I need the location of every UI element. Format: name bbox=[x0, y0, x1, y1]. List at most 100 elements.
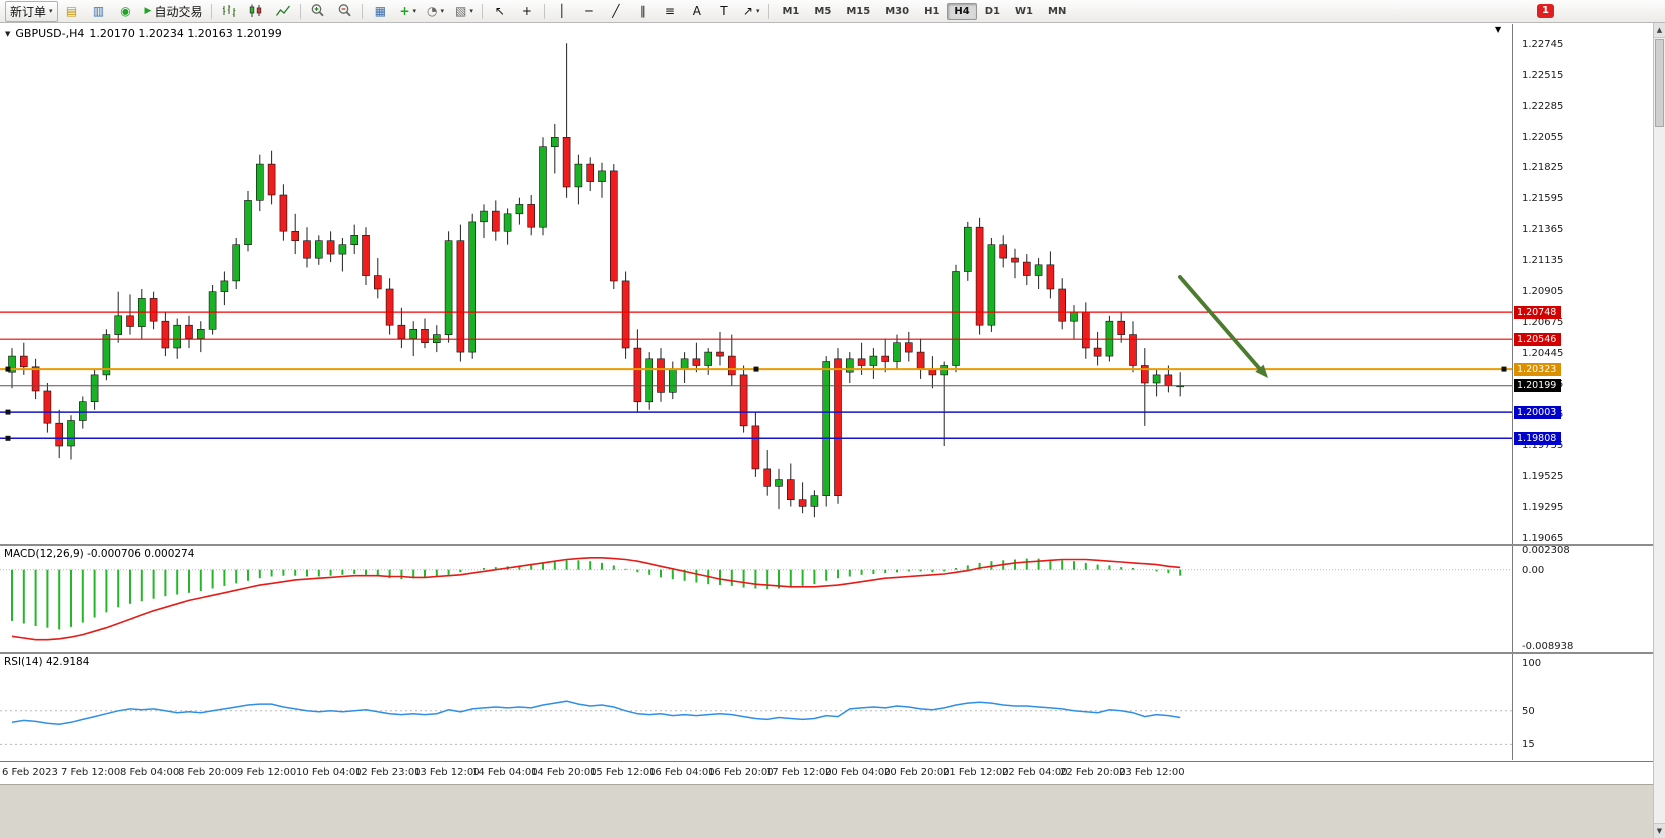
arrows-icon: ↗ bbox=[742, 4, 753, 18]
auto-trading-button[interactable]: ▶ 自动交易 bbox=[140, 1, 208, 22]
fibonacci-tool-button[interactable]: ≡ bbox=[664, 4, 675, 18]
timeframe-button-m5[interactable]: M5 bbox=[814, 5, 832, 17]
timeframes-dropdown-button[interactable]: ◔ ▾ bbox=[422, 1, 449, 22]
price-axis-label: 1.22515 bbox=[1522, 70, 1564, 81]
ohlc-values-label: 1.20170 1.20234 1.20163 1.20199 bbox=[89, 27, 282, 40]
price-axis-label: 1.20675 bbox=[1522, 317, 1564, 328]
panel-splitter[interactable] bbox=[0, 544, 1653, 546]
timeframes-caret-icon: ▾ bbox=[440, 7, 445, 15]
add-chart-button[interactable]: + ▾ bbox=[394, 1, 421, 22]
arrow-annotation[interactable] bbox=[1178, 275, 1261, 370]
timeframe-button-mn[interactable]: MN bbox=[1048, 5, 1067, 17]
timeframe-button-h1[interactable]: H1 bbox=[924, 5, 940, 17]
line-handle[interactable] bbox=[5, 435, 11, 441]
channel-tool-button[interactable]: ∥ bbox=[639, 4, 646, 18]
timeframe-button-w1[interactable]: W1 bbox=[1015, 5, 1033, 17]
time-axis-label: 8 Feb 04:00 bbox=[120, 767, 180, 778]
line-handle[interactable] bbox=[753, 366, 759, 372]
rsi-label: RSI(14) 42.9184 bbox=[4, 656, 90, 668]
line-handle[interactable] bbox=[1501, 366, 1507, 372]
timeframe-button-m15[interactable]: M15 bbox=[846, 5, 871, 17]
time-axis-label: 16 Feb 20:00 bbox=[708, 767, 774, 778]
time-axis-label: 12 Feb 23:00 bbox=[355, 767, 421, 778]
scrollbar-thumb[interactable] bbox=[1655, 39, 1664, 127]
time-axis-label: 7 Feb 12:00 bbox=[61, 767, 121, 778]
macd-canvas[interactable] bbox=[0, 546, 1512, 652]
clock-icon: ◔ bbox=[427, 4, 438, 18]
line-handle[interactable] bbox=[5, 366, 11, 372]
scroll-down-button[interactable]: ▼ bbox=[1654, 823, 1665, 838]
time-axis-label: 21 Feb 12:00 bbox=[943, 767, 1009, 778]
panel-splitter[interactable] bbox=[0, 652, 1653, 654]
bar-chart-button[interactable] bbox=[216, 1, 242, 22]
text-tool-button[interactable]: A bbox=[692, 4, 702, 18]
time-axis-label: 20 Feb 04:00 bbox=[825, 767, 891, 778]
arrows-tool-button[interactable]: ↗ ▾ bbox=[738, 1, 765, 22]
zoom-in-button[interactable] bbox=[305, 1, 331, 22]
price-axis-label: 1.19525 bbox=[1522, 471, 1564, 482]
rsi-canvas[interactable] bbox=[0, 654, 1512, 760]
chart-area: ▼ GBPUSD-,H4 1.20170 1.20234 1.20163 1.2… bbox=[0, 23, 1653, 838]
scroll-up-button[interactable]: ▲ bbox=[1654, 23, 1665, 38]
cursor-button[interactable]: ↖ bbox=[494, 4, 505, 18]
candlestick-chart-button[interactable] bbox=[243, 1, 269, 22]
time-axis-label: 10 Feb 04:00 bbox=[296, 767, 362, 778]
macd-axis[interactable]: 0.002308 0.00 -0.008938 bbox=[1512, 545, 1653, 652]
new-order-caret-icon: ▾ bbox=[49, 7, 53, 15]
main-chart-canvas[interactable] bbox=[0, 24, 1512, 544]
symbol-period-label: GBPUSD-,H4 bbox=[15, 27, 85, 40]
notification-badge[interactable]: 1 bbox=[1537, 4, 1554, 18]
time-axis-label: 14 Feb 20:00 bbox=[531, 767, 597, 778]
coins-icon[interactable]: ▤ bbox=[65, 4, 78, 18]
time-axis-label: 22 Feb 04:00 bbox=[1002, 767, 1068, 778]
vertical-scrollbar[interactable]: ▲ ▼ bbox=[1653, 23, 1665, 838]
time-axis-label: 14 Feb 04:00 bbox=[472, 767, 538, 778]
line-chart-icon bbox=[276, 5, 291, 16]
rsi-line bbox=[11, 700, 1181, 725]
main-chart-panel: ▼ GBPUSD-,H4 1.20170 1.20234 1.20163 1.2… bbox=[0, 24, 1653, 544]
price-axis-label: 1.21825 bbox=[1522, 162, 1564, 173]
current-price-badge: 1.20199 bbox=[1514, 379, 1561, 392]
line-handle[interactable] bbox=[5, 409, 11, 415]
rsi-axis[interactable]: 100 50 15 bbox=[1512, 654, 1653, 760]
timeframe-button-m1[interactable]: M1 bbox=[782, 5, 800, 17]
toolbar-separator bbox=[543, 3, 545, 19]
templates-dropdown-button[interactable]: ▧ ▾ bbox=[450, 1, 478, 22]
add-chart-icon: + bbox=[399, 4, 410, 18]
price-axis-label: 1.21365 bbox=[1522, 224, 1564, 235]
rsi-axis-label: 15 bbox=[1522, 739, 1535, 750]
trendline-tool-button[interactable]: ╱ bbox=[612, 4, 620, 18]
tile-windows-button[interactable]: ▦ bbox=[374, 4, 387, 18]
macd-label: MACD(12,26,9) -0.000706 0.000274 bbox=[4, 548, 195, 560]
time-axis[interactable]: 6 Feb 2023 7 Feb 12:00 8 Feb 04:00 8 Feb 20… bbox=[0, 761, 1653, 783]
headset-icon[interactable]: ◉ bbox=[120, 4, 131, 18]
chart-shift-marker-icon[interactable]: ▼ bbox=[1495, 25, 1502, 34]
line-chart-button[interactable] bbox=[270, 1, 296, 22]
label-tool-button[interactable]: T bbox=[720, 4, 728, 18]
new-order-button[interactable]: 新订单 ▾ bbox=[5, 0, 58, 22]
time-axis-label: 20 Feb 20:00 bbox=[884, 767, 950, 778]
timeframe-buttons: M1 M5 M15 M30 H1 H4 D1 W1 MN bbox=[775, 2, 1073, 20]
toolbar-separator bbox=[300, 3, 302, 19]
rsi-panel: RSI(14) 42.9184 100 50 15 bbox=[0, 654, 1653, 760]
time-axis-label: 15 Feb 12:00 bbox=[590, 767, 656, 778]
macd-axis-label: 0.00 bbox=[1522, 565, 1545, 576]
price-axis-label: 1.22055 bbox=[1522, 132, 1564, 143]
macd-signal-line bbox=[11, 557, 1181, 641]
vertical-line-tool-button[interactable]: │ bbox=[558, 4, 566, 18]
toolbar-separator bbox=[768, 3, 770, 19]
timeframe-button-d1[interactable]: D1 bbox=[984, 5, 1000, 17]
templates-caret-icon: ▾ bbox=[469, 7, 473, 15]
horizontal-line-tool-button[interactable]: ─ bbox=[585, 4, 593, 18]
price-axis-label: 1.19755 bbox=[1522, 440, 1564, 451]
zoom-out-button[interactable] bbox=[332, 1, 358, 22]
profile-icon[interactable]: ▥ bbox=[92, 4, 105, 18]
crosshair-button[interactable]: + bbox=[521, 4, 532, 18]
collapse-icon[interactable]: ▼ bbox=[5, 29, 11, 38]
timeframe-button-m30[interactable]: M30 bbox=[885, 5, 910, 17]
price-axis[interactable]: 1.22745 1.22515 1.22285 1.22055 1.21825 1.215… bbox=[1512, 24, 1653, 544]
time-axis-label: 17 Feb 12:00 bbox=[766, 767, 832, 778]
rsi-axis-label: 50 bbox=[1522, 706, 1535, 717]
timeframe-button-h4[interactable]: H4 bbox=[947, 2, 977, 20]
